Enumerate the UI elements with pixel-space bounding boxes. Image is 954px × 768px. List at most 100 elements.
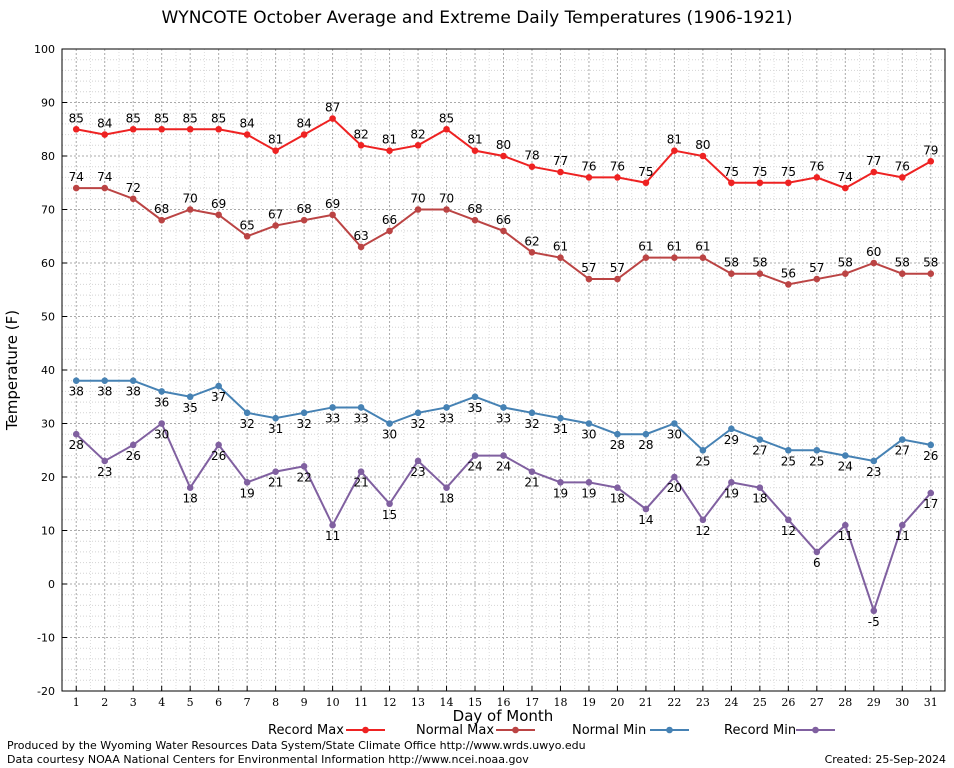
data-point <box>785 446 792 454</box>
data-label: 33 <box>496 411 511 425</box>
data-label: 26 <box>211 449 226 463</box>
data-point <box>785 516 792 524</box>
data-point <box>329 211 336 219</box>
data-point <box>870 168 878 176</box>
y-tick-label: -10 <box>37 632 55 645</box>
data-label: 19 <box>553 486 568 500</box>
data-label: 38 <box>97 385 112 399</box>
data-label: 32 <box>410 417 425 431</box>
data-point <box>186 125 194 133</box>
data-label: 74 <box>97 170 112 184</box>
data-label: 77 <box>553 154 568 168</box>
x-tick-label: 18 <box>553 696 567 709</box>
data-label: 38 <box>126 385 141 399</box>
data-point <box>414 142 422 149</box>
data-label: 81 <box>667 133 682 147</box>
data-label: 87 <box>325 101 340 115</box>
data-label: 31 <box>268 422 283 436</box>
data-label: 6 <box>813 556 821 570</box>
x-tick-label: 14 <box>440 696 454 709</box>
x-tick-label: 21 <box>639 696 653 709</box>
data-label: 68 <box>154 202 169 216</box>
data-label: 57 <box>581 261 596 275</box>
credit-line-2: Data courtesy NOAA National Centers for … <box>7 753 529 766</box>
created-date: Created: 25-Sep-2024 <box>824 753 946 766</box>
data-label: 76 <box>809 159 824 173</box>
data-label: 82 <box>410 127 425 141</box>
data-label: 26 <box>923 449 938 463</box>
data-point <box>72 125 80 133</box>
data-point <box>329 521 336 529</box>
data-label: 23 <box>410 465 425 479</box>
data-label: 30 <box>667 428 682 442</box>
data-point <box>443 484 450 492</box>
data-label: 29 <box>724 433 739 447</box>
data-point <box>158 216 165 224</box>
x-tick-label: 19 <box>582 696 596 709</box>
data-point <box>927 489 935 497</box>
x-tick-label: 5 <box>187 696 194 709</box>
y-tick-label: 20 <box>41 471 55 484</box>
data-point <box>158 125 165 133</box>
data-point <box>186 393 194 401</box>
data-label: 85 <box>439 111 454 125</box>
data-label: 81 <box>268 133 283 147</box>
data-point <box>215 125 222 133</box>
y-tick-label: 80 <box>41 150 55 163</box>
grid <box>62 48 945 692</box>
y-tick-label: 40 <box>41 364 55 377</box>
data-label: 11 <box>895 529 910 543</box>
legend: Record Max Normal Max Normal Min Record Min <box>268 723 835 738</box>
data-point <box>898 174 906 181</box>
data-point <box>699 516 707 524</box>
data-point <box>614 275 621 283</box>
x-tick-label: 15 <box>468 696 482 709</box>
data-label: 80 <box>695 138 710 152</box>
data-point <box>671 147 678 154</box>
x-tick-label: 16 <box>497 696 511 709</box>
data-label: 18 <box>439 492 454 506</box>
data-label: 28 <box>610 438 625 452</box>
data-label: 74 <box>69 170 84 184</box>
data-label: 22 <box>296 470 311 484</box>
data-point <box>158 420 165 427</box>
data-point <box>386 147 393 154</box>
data-label: 28 <box>638 438 653 452</box>
data-point <box>927 270 935 278</box>
data-point <box>842 521 849 529</box>
data-point <box>728 179 735 187</box>
data-label: 23 <box>866 465 881 479</box>
data-label: 81 <box>382 133 397 147</box>
data-point <box>756 179 764 187</box>
chart-title: WYNCOTE October Average and Extreme Dail… <box>161 8 793 28</box>
data-label: 75 <box>781 165 796 179</box>
data-point <box>272 222 279 229</box>
data-label: 78 <box>524 149 539 163</box>
data-point <box>614 484 621 492</box>
data-label: 21 <box>268 476 283 490</box>
data-label: 24 <box>496 460 511 474</box>
data-label: 80 <box>496 138 511 152</box>
data-point <box>443 125 450 133</box>
data-point <box>471 393 479 401</box>
x-tick-label: 4 <box>158 696 165 709</box>
x-tick-label: 11 <box>354 696 368 709</box>
data-point <box>870 457 878 465</box>
data-label: 85 <box>69 111 84 125</box>
data-label: 66 <box>382 213 397 227</box>
data-point <box>557 254 564 261</box>
data-point <box>756 436 764 443</box>
data-point <box>528 409 536 417</box>
credit-line-1: Produced by the Wyoming Water Resources … <box>7 739 586 752</box>
data-label: 30 <box>154 428 169 442</box>
data-label: 35 <box>467 401 482 415</box>
data-point <box>898 270 906 278</box>
data-label: 75 <box>638 165 653 179</box>
x-tick-label: 23 <box>696 696 710 709</box>
series: 85 84 85 85 85 85 84 81 84 87 82 81 82 85 81 80 78 77 76 76… <box>69 101 939 629</box>
data-label: 14 <box>638 513 653 527</box>
data-label: 66 <box>496 213 511 227</box>
data-label: 57 <box>610 261 625 275</box>
data-label: 65 <box>240 218 255 232</box>
